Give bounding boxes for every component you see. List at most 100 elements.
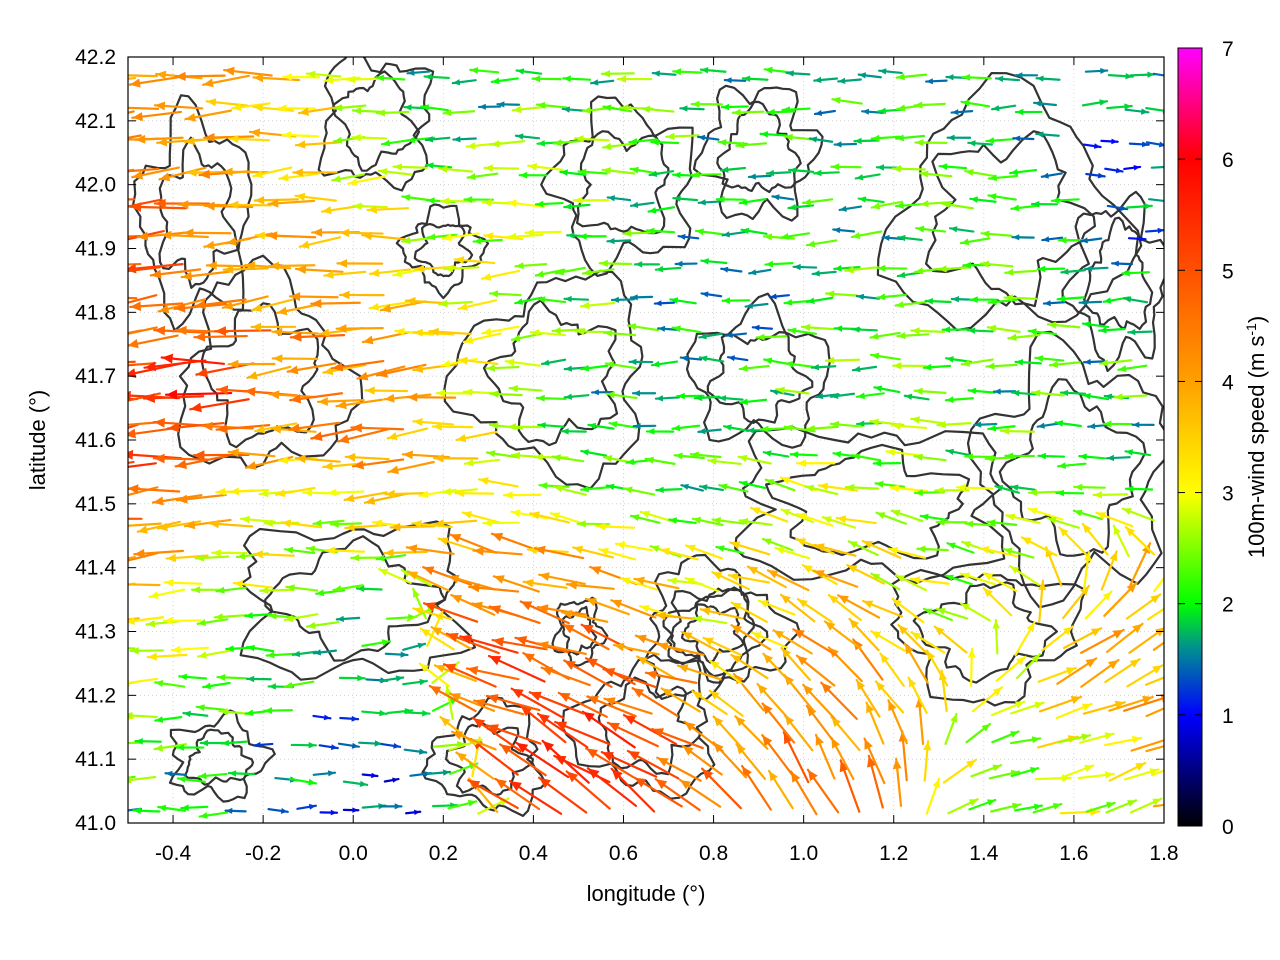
wind-vector	[220, 739, 248, 747]
wind-vector	[265, 231, 317, 241]
wind-vector	[603, 697, 653, 715]
wind-vector	[1084, 265, 1109, 272]
colorbar: 0 1 2 3 4 5 6 7 100m-wind speed (m s-1)	[1177, 38, 1269, 839]
wind-vector	[1007, 333, 1041, 341]
wind-vector	[853, 137, 880, 145]
wind-vector	[472, 546, 523, 556]
wind-vector	[462, 332, 502, 344]
wind-vector	[351, 133, 388, 142]
wind-vector	[577, 168, 608, 176]
wind-vector	[1082, 700, 1126, 715]
wind-vector	[184, 109, 232, 122]
wind-vector	[487, 654, 546, 683]
contour-line	[662, 586, 755, 678]
wind-vector	[375, 363, 427, 378]
wind-vector	[160, 230, 209, 240]
wind-vector	[696, 134, 720, 141]
wind-vectors	[128, 66, 1164, 819]
wind-vector	[950, 109, 974, 116]
wind-vector	[1010, 701, 1045, 715]
wind-vector	[310, 299, 361, 309]
wind-vector	[1046, 321, 1081, 329]
wind-vector	[894, 300, 927, 309]
wind-vector	[227, 359, 276, 369]
x-tick-label: 1.2	[879, 842, 908, 865]
wind-vector	[1102, 420, 1134, 428]
wind-vector	[718, 483, 749, 493]
wind-vector	[572, 545, 615, 559]
wind-vector	[879, 652, 905, 687]
wind-vector	[1106, 204, 1129, 211]
wind-vector	[869, 331, 901, 340]
wind-vector	[180, 270, 231, 281]
wind-vector	[514, 133, 541, 140]
wind-vector	[358, 740, 383, 747]
wind-vector	[918, 170, 953, 178]
wind-vector	[967, 647, 976, 687]
contour-line	[966, 330, 1164, 609]
wind-vector	[361, 231, 407, 241]
wind-vector	[964, 520, 997, 528]
wind-vector	[1059, 764, 1095, 780]
wind-vector	[128, 167, 160, 173]
wind-vector	[1131, 421, 1155, 428]
wind-vector	[656, 756, 702, 782]
wind-vector	[991, 104, 1017, 112]
wind-vector	[203, 201, 254, 211]
colorbar-gradient	[1177, 47, 1203, 827]
wind-vector	[574, 327, 610, 336]
x-tick-label: 0.6	[609, 842, 638, 865]
wind-vector	[739, 398, 768, 406]
wind-vector	[910, 327, 945, 335]
wind-vector	[1151, 769, 1164, 777]
wind-vector	[128, 484, 181, 494]
wind-vector	[375, 554, 407, 562]
wind-vector	[801, 198, 834, 206]
wind-vector	[755, 333, 788, 341]
wind-vector	[1129, 542, 1152, 587]
wind-vector	[163, 578, 203, 587]
wind-vector	[441, 232, 480, 242]
wind-vector	[1124, 485, 1154, 493]
wind-vector	[903, 393, 930, 401]
wind-vector	[715, 196, 746, 203]
wind-vector	[345, 75, 383, 84]
wind-vector	[331, 359, 385, 372]
wind-vector	[699, 607, 744, 620]
wind-vector	[854, 173, 881, 181]
wind-vector	[182, 710, 209, 718]
wind-vector	[355, 585, 383, 592]
wind-vector	[455, 430, 498, 443]
wind-vector	[553, 485, 587, 496]
wind-vector	[1027, 328, 1058, 336]
wind-vector	[806, 768, 840, 814]
wind-vector	[586, 695, 637, 718]
wind-vector	[910, 416, 946, 425]
wind-vector	[1080, 628, 1125, 654]
wind-vector	[289, 332, 346, 342]
wind-vector	[128, 362, 157, 367]
wind-vector	[1010, 767, 1040, 778]
wind-vector	[1011, 234, 1035, 241]
wind-vector	[228, 134, 271, 144]
wind-vector	[657, 325, 681, 332]
wind-vector	[923, 739, 932, 782]
wind-vector	[1005, 513, 1041, 525]
wind-vector	[312, 649, 338, 656]
wind-vector	[454, 489, 495, 498]
wind-vector	[392, 163, 428, 171]
wind-vector	[610, 767, 656, 813]
wind-vector	[774, 546, 811, 560]
wind-vector	[432, 454, 479, 463]
wind-vector	[1108, 761, 1147, 782]
wind-vector	[857, 196, 885, 204]
wind-vector	[250, 322, 297, 332]
colorbar-tick-label: 2	[1222, 594, 1234, 617]
wind-vector	[671, 424, 701, 432]
contour-line	[765, 443, 971, 560]
wind-vector	[1103, 581, 1138, 617]
wind-vector	[426, 233, 458, 241]
wind-vector	[412, 607, 453, 621]
wind-vector	[961, 74, 992, 81]
wind-vector	[350, 423, 405, 433]
